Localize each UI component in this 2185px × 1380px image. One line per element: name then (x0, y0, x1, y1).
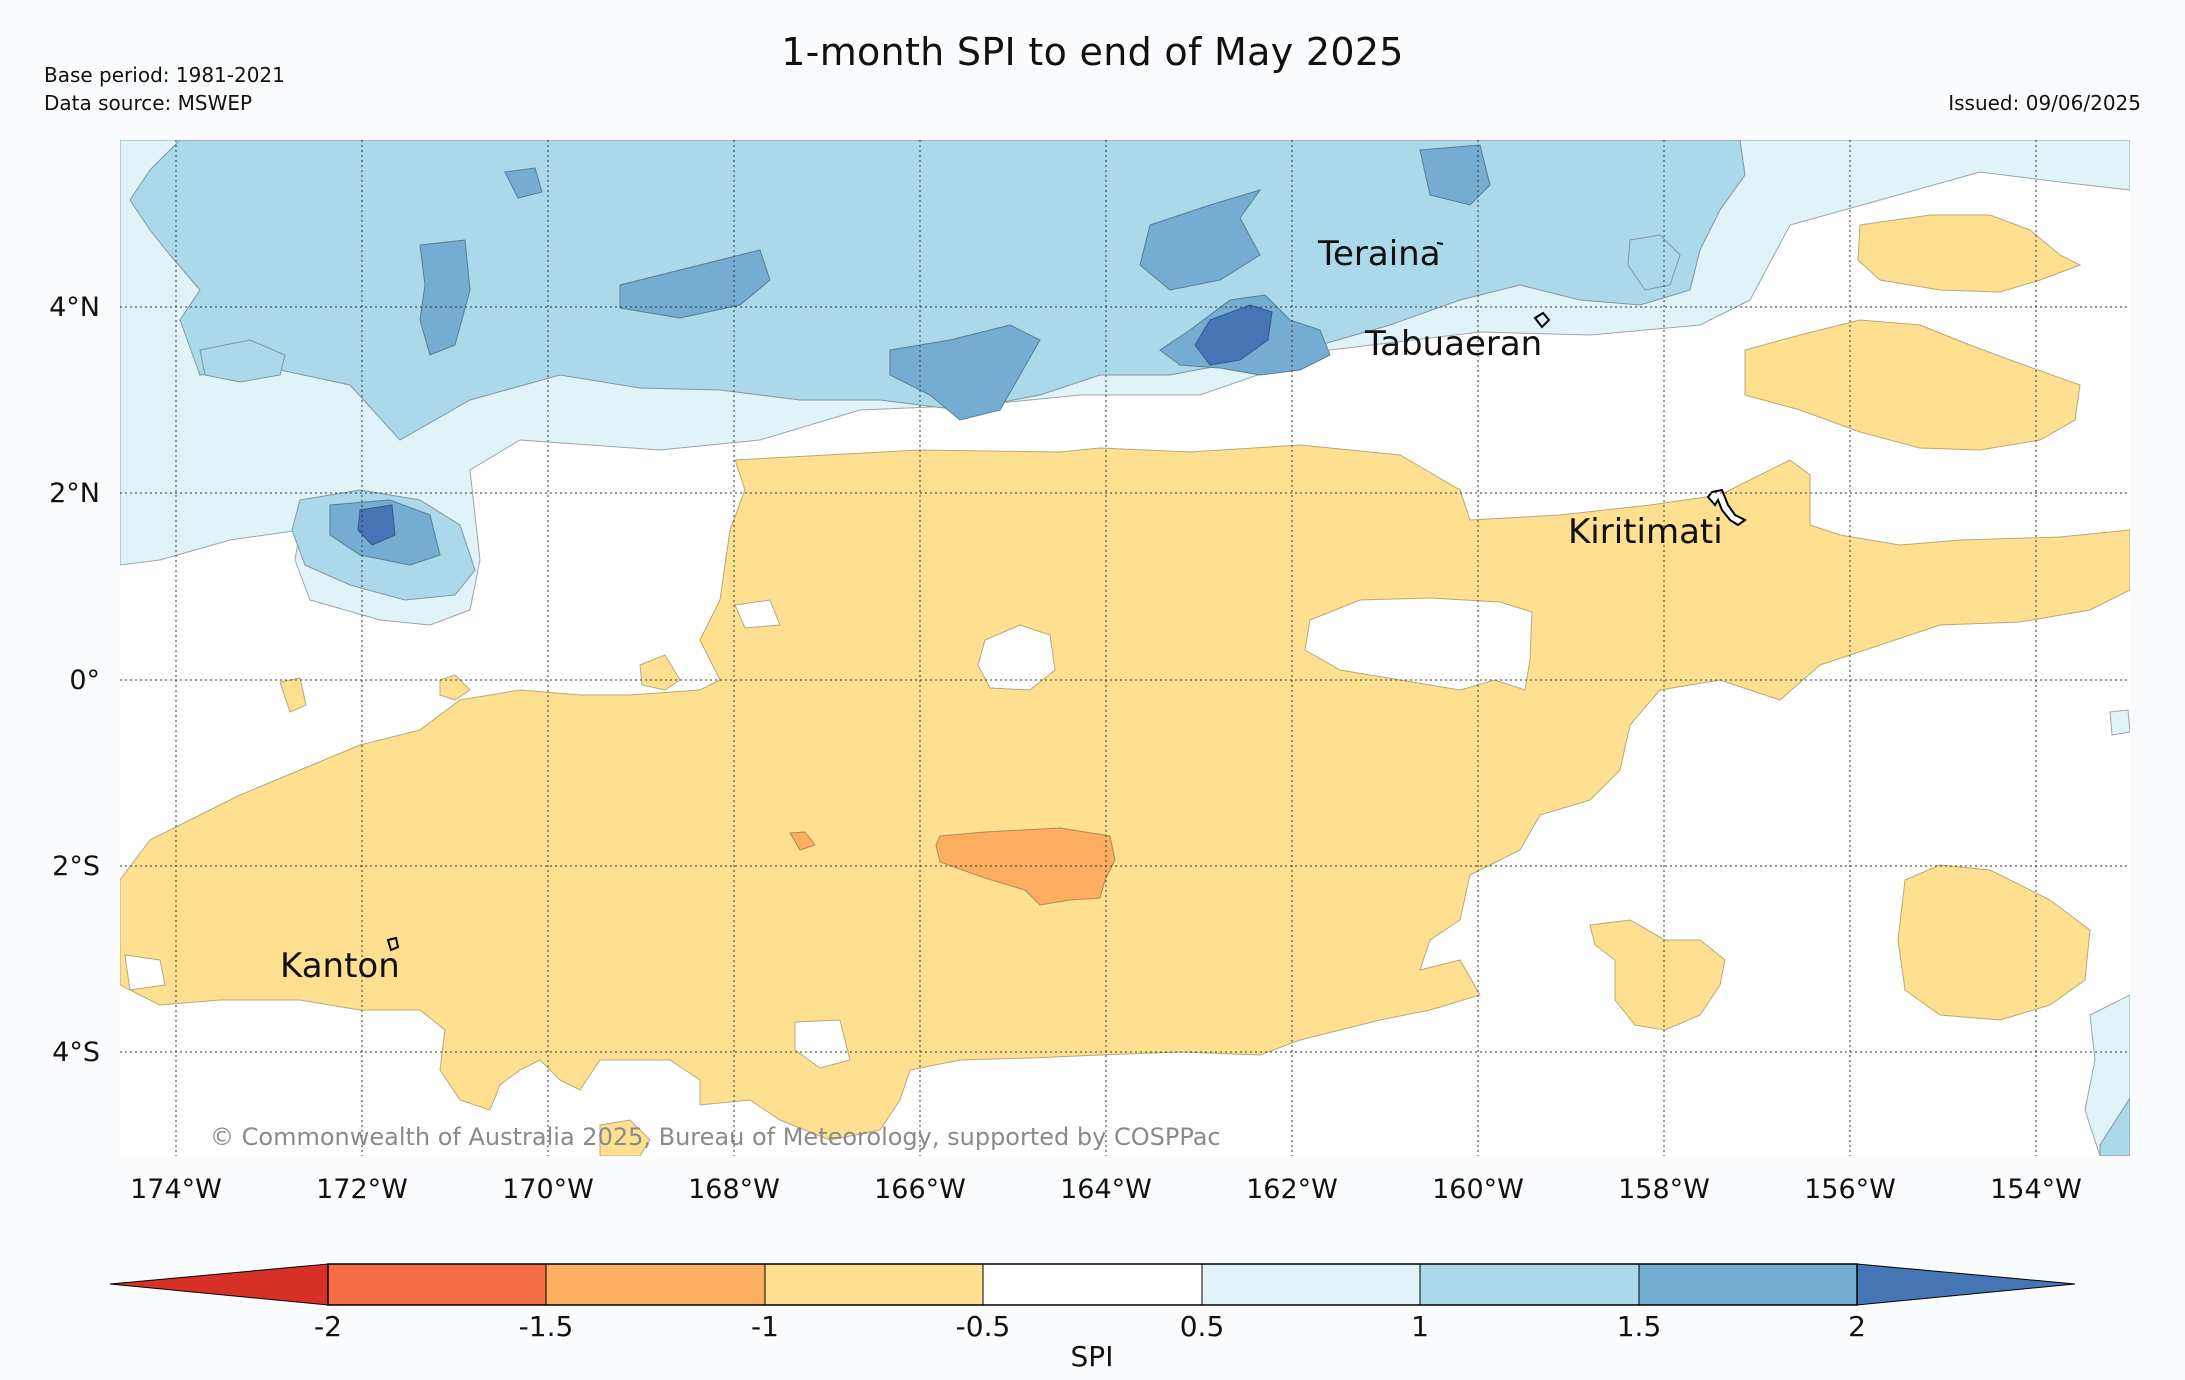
colorbar-tick-label: 0.5 (1180, 1310, 1225, 1343)
spi-wet-1-to-1.5-region (199, 339, 286, 383)
colorbar-tick-label: 1.5 (1617, 1310, 1662, 1343)
colorbar-segment-above-2 (1856, 1263, 2076, 1306)
map-title: 1-month SPI to end of May 2025 (781, 30, 1404, 74)
longitude-label: 174°W (130, 1174, 222, 1205)
spi-near-normal-region (1304, 597, 1533, 691)
spi-wet-1.5-to-2-region (889, 324, 1041, 421)
spi-near-normal-region (794, 1019, 851, 1069)
longitude-label: 154°W (1990, 1174, 2082, 1205)
colorbar-segment (546, 1264, 765, 1305)
kiritimati-island-outline (1706, 488, 1747, 527)
spi-dry-minus-1.5-to-minus-1-region (789, 831, 816, 851)
spi-dry-minus-1-to-minus-0.5-region (279, 677, 307, 713)
colorbar-axis-label: SPI (1071, 1340, 1114, 1373)
latitude-label: 4°N (49, 292, 100, 323)
latitude-labels: 4°N 2°N 0° 2°S 4°S (49, 292, 100, 1068)
spi-wet-1-to-1.5-region (2099, 1097, 2130, 1156)
base-period-text: Base period: 1981-2021 (44, 63, 285, 87)
spi-colorbar: -2 -1.5 -1 -0.5 0.5 1 1.5 2 SPI (109, 1263, 2076, 1373)
spi-wet-1.5-to-2-region (1139, 189, 1262, 291)
spi-dry-minus-1-to-minus-0.5-region (1857, 214, 2082, 293)
spi-wet-0.5-to-1-region (2109, 709, 2130, 736)
spi-dry-minus-1-to-minus-0.5-region (439, 674, 471, 701)
colorbar-ticks: -2 -1.5 -1 -0.5 0.5 1 1.5 2 (314, 1310, 1866, 1343)
longitude-labels: 174°W 172°W 170°W 168°W 166°W 164°W 162°… (130, 1174, 2082, 1205)
spi-dry-minus-1-to-minus-0.5-region (1744, 319, 2081, 451)
place-label-kiritimati: Kiritimati (1568, 512, 1723, 552)
spi-near-normal-region (734, 599, 781, 629)
colorbar-segment (1420, 1264, 1639, 1305)
colorbar-dividers (545, 1264, 1640, 1305)
colorbar-tick-label: -2 (314, 1310, 342, 1343)
longitude-label: 172°W (316, 1174, 408, 1205)
colorbar-segment (1202, 1264, 1420, 1305)
longitude-label: 164°W (1060, 1174, 1152, 1205)
spi-dry-minus-1-to-minus-0.5-region (599, 1119, 651, 1156)
spi-near-normal-region (977, 624, 1056, 691)
place-label-kanton: Kanton (280, 946, 400, 986)
data-source-text: Data source: MSWEP (44, 91, 253, 115)
spi-near-normal-region (124, 954, 166, 991)
colorbar-frame (327, 1263, 1858, 1306)
spi-dry-minus-1-to-minus-0.5-region (1897, 864, 2091, 1021)
spi-wet-above-2-region (1194, 304, 1273, 366)
issued-date-text: Issued: 09/06/2025 (1948, 91, 2141, 115)
colorbar-segment (1639, 1264, 1857, 1305)
copyright-credit: © Commonwealth of Australia 2025, Bureau… (210, 1123, 1221, 1151)
latitude-label: 4°S (52, 1037, 100, 1068)
tabuaeran-island-outline (1533, 311, 1551, 329)
metadata-left: Base period: 1981-2021 Data source: MSWE… (44, 61, 285, 117)
spi-wet-1-to-1.5-region (1627, 234, 1681, 291)
colorbar-segment (765, 1264, 983, 1305)
colorbar-segment-below-2 (109, 1263, 329, 1306)
colorbar-segment (328, 1264, 546, 1305)
longitude-label: 166°W (874, 1174, 966, 1205)
colorbar-tick-label: 1 (1411, 1310, 1429, 1343)
graticule (120, 140, 2130, 1156)
spi-dry-minus-1-to-minus-0.5-region (1589, 919, 1726, 1031)
colorbar-tick-label: -1 (751, 1310, 779, 1343)
longitude-label: 162°W (1246, 1174, 1338, 1205)
map-area (120, 140, 2130, 1156)
colorbar-tick-label: -1.5 (519, 1310, 574, 1343)
latitude-label: 2°S (52, 851, 100, 882)
longitude-label: 158°W (1618, 1174, 1710, 1205)
longitude-label: 168°W (688, 1174, 780, 1205)
spi-dry-minus-1-to-minus-0.5-region (639, 654, 681, 691)
spi-wet-1.5-to-2-region (1419, 144, 1491, 206)
longitude-label: 160°W (1432, 1174, 1524, 1205)
spi-wet-1.5-to-2-region (619, 249, 771, 319)
teraina-island-outline (1436, 242, 1444, 245)
place-label-teraina: Teraina (1317, 234, 1441, 274)
latitude-label: 0° (69, 665, 100, 696)
kanton-island-outline (386, 936, 400, 952)
colorbar-segment (983, 1264, 1202, 1305)
place-label-tabuaeran: Tabuaeran (1364, 324, 1542, 364)
latitude-label: 2°N (49, 478, 100, 509)
spi-wet-1.5-to-2-region (504, 167, 543, 199)
longitude-label: 156°W (1804, 1174, 1896, 1205)
spi-wet-above-2-region (357, 504, 396, 546)
colorbar-tick-label: 2 (1848, 1310, 1866, 1343)
spi-wet-1.5-to-2-region (419, 239, 471, 356)
colorbar-tick-label: -0.5 (956, 1310, 1011, 1343)
longitude-label: 170°W (502, 1174, 594, 1205)
